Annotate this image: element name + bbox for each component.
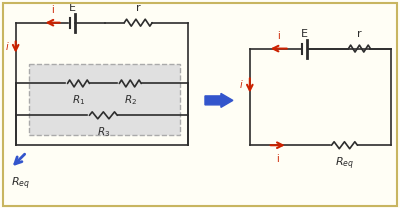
Bar (29, 63, 180, 135)
Text: $R_1$: $R_1$ (72, 93, 85, 107)
Text: E: E (301, 29, 308, 39)
Text: i: i (6, 42, 9, 52)
Text: r: r (357, 29, 362, 39)
Text: i: i (240, 80, 243, 90)
FancyArrow shape (205, 93, 233, 107)
Text: i: i (276, 154, 279, 164)
Text: i: i (51, 5, 54, 15)
Text: i: i (277, 31, 280, 41)
Text: $R_2$: $R_2$ (124, 93, 137, 107)
Text: r: r (136, 3, 140, 13)
Text: $R_{eq}$: $R_{eq}$ (335, 155, 354, 172)
Text: $R_{eq}$: $R_{eq}$ (11, 175, 30, 192)
Text: E: E (69, 3, 76, 13)
Text: $R_3$: $R_3$ (97, 125, 110, 139)
